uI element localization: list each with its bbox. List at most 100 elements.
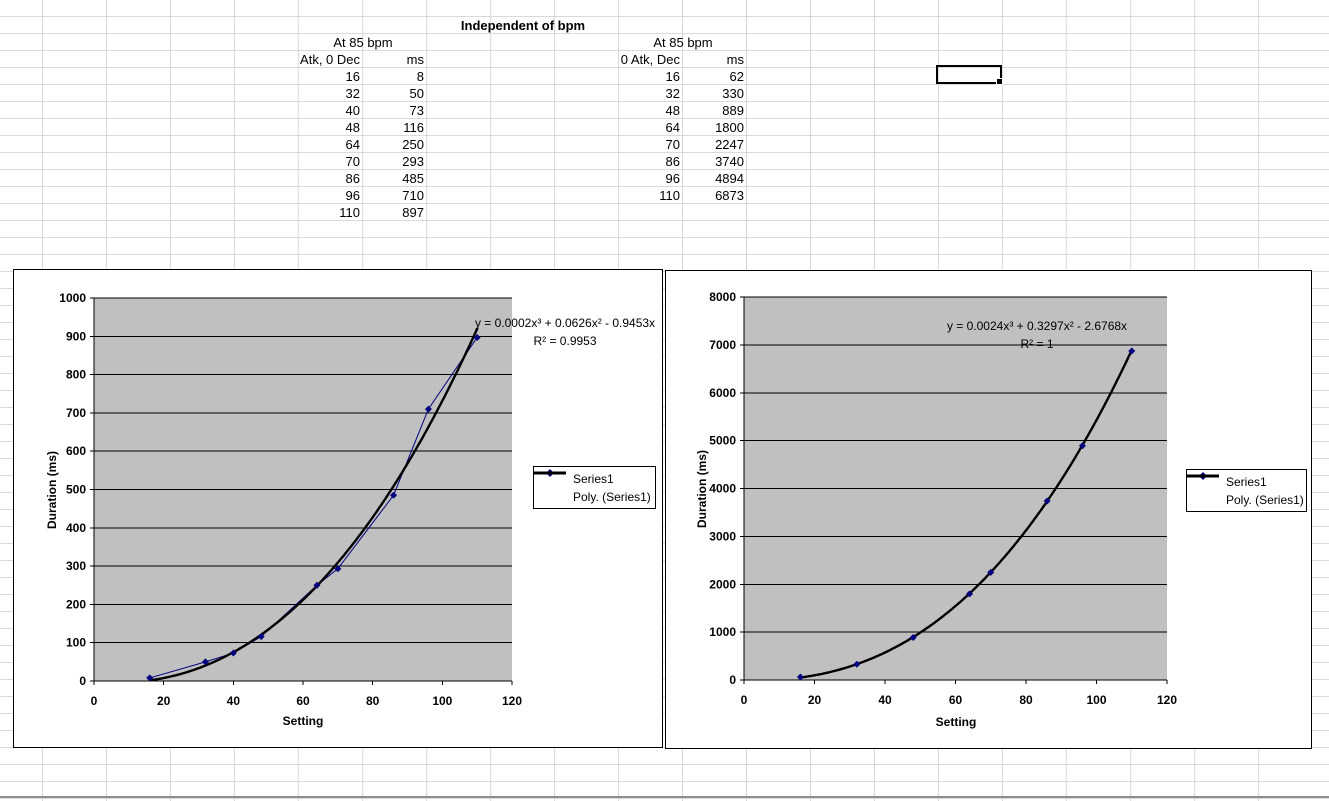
table-cell: 48 [665, 103, 680, 118]
table-cell: 889 [722, 103, 744, 118]
y-tick-label: 200 [66, 597, 86, 611]
chart-legend[interactable]: Series1 Poly. (Series1) [533, 466, 656, 509]
legend-poly-label: Poly. (Series1) [1226, 493, 1304, 507]
used-range-boundary-line [0, 796, 1329, 798]
legend-poly-label: Poly. (Series1) [573, 490, 651, 504]
table-cell: 86 [345, 171, 360, 186]
table-cell: 16 [665, 69, 680, 84]
table-cell: 73 [409, 103, 424, 118]
chart-plot: 0 1000 2000 3000 4000 5000 6000 7000 8000 0 20 40 60… [709, 290, 1177, 707]
table-cell: 64 [345, 137, 360, 152]
equation-line: y = 0.0002x³ + 0.0626x² - 0.9453x [474, 316, 656, 330]
table-cell: 62 [729, 69, 744, 84]
data-point-marker [909, 633, 917, 641]
x-tick-label: 80 [366, 694, 380, 708]
table-cell: 32 [665, 86, 680, 101]
equation-line: y = 0.0024x³ + 0.3297x² - 2.6768x [946, 319, 1128, 333]
trendline [148, 327, 479, 682]
data-point-marker [473, 333, 481, 341]
data-point-marker [796, 673, 804, 681]
legend-item-poly: Poly. (Series1) [534, 471, 651, 506]
x-tick-label: 60 [949, 693, 963, 707]
table1-subtitle: At 85 bpm [333, 35, 393, 50]
data-point-marker [1043, 497, 1051, 505]
table-cell: 32 [345, 86, 360, 101]
chart-decay[interactable]: 0 1000 2000 3000 4000 5000 6000 7000 8000 0 20 40 60… [665, 270, 1312, 749]
table1-col1-header: Atk, 0 Dec [300, 52, 360, 67]
table-cell: 70 [345, 154, 360, 169]
poly-line-icon [1187, 474, 1223, 506]
table2-subtitle: At 85 bpm [653, 35, 713, 50]
y-tick-label: 3000 [709, 529, 736, 543]
table-cell: 293 [402, 154, 424, 169]
y-tick-label: 100 [66, 636, 86, 650]
table-cell: 897 [402, 205, 424, 220]
data-point-marker [390, 491, 398, 499]
data-point-marker [313, 581, 321, 589]
chart-attack[interactable]: 0 100 200 300 400 500 600 700 800 900 1000 0 20 40 60 8… [13, 269, 663, 748]
y-tick-label: 0 [729, 673, 736, 687]
legend-item-series1: Series1 [1191, 472, 1302, 491]
table-cell: 116 [403, 120, 424, 135]
table-cell: 86 [665, 154, 680, 169]
x-axis-title: Setting [935, 715, 977, 729]
x-tick-label: 80 [1019, 693, 1033, 707]
table-cell: 40 [345, 103, 360, 118]
data-point-marker [424, 405, 432, 413]
data-point-marker [229, 649, 237, 657]
poly-line-icon [534, 471, 570, 503]
trendline-equation[interactable]: y = 0.0002x³ + 0.0626x² - 0.9453x R² = 0… [425, 314, 705, 350]
legend-item-poly: Poly. (Series1) [1187, 474, 1304, 509]
table-cell: 1800 [715, 120, 744, 135]
y-tick-label: 300 [66, 559, 86, 573]
legend-series1-label: Series1 [1226, 475, 1267, 489]
table-cell: 96 [345, 188, 360, 203]
table-cell: 250 [402, 137, 424, 152]
data-point-marker [146, 674, 154, 682]
data-point-marker [1078, 442, 1086, 450]
data-point-marker [987, 568, 995, 576]
table-cell: 330 [722, 86, 744, 101]
x-tick-label: 0 [91, 694, 98, 708]
data-point-marker [257, 633, 265, 641]
x-tick-label: 120 [502, 694, 522, 708]
table-cell: 110 [339, 205, 360, 220]
y-tick-label: 4000 [709, 482, 736, 496]
y-tick-label: 7000 [709, 338, 736, 352]
table-cell: 2247 [715, 137, 744, 152]
table-cell: 64 [665, 120, 680, 135]
data-point-marker [1128, 347, 1136, 355]
data-point-marker [334, 565, 342, 573]
table-cell: 16 [345, 69, 360, 84]
x-tick-label: 60 [296, 694, 310, 708]
chart-legend[interactable]: Series1 Poly. (Series1) [1186, 469, 1307, 512]
y-tick-label: 900 [66, 329, 86, 343]
selected-cell[interactable] [936, 65, 1003, 85]
table-cell: 70 [665, 137, 680, 152]
trendline-equation[interactable]: y = 0.0024x³ + 0.3297x² - 2.6768x R² = 1 [897, 317, 1177, 353]
table2-col1-header: 0 Atk, Dec [620, 52, 680, 67]
x-tick-label: 40 [878, 693, 892, 707]
x-tick-label: 0 [741, 693, 748, 707]
table-cell: 96 [665, 171, 680, 186]
table-cell: 48 [345, 120, 360, 135]
y-tick-label: 400 [66, 521, 86, 535]
y-tick-label: 6000 [709, 386, 736, 400]
table1-col2-header: ms [406, 52, 424, 67]
table-cell: 4894 [715, 171, 744, 186]
fill-handle[interactable] [996, 78, 1003, 85]
y-axis-title: Duration (ms) [695, 450, 709, 528]
y-tick-label: 700 [66, 406, 86, 420]
table-cell: 3740 [715, 154, 744, 169]
y-tick-label: 2000 [709, 577, 736, 591]
r-squared-line: R² = 0.9953 [533, 334, 597, 348]
legend-series1-label: Series1 [573, 472, 614, 486]
y-tick-label: 1000 [59, 291, 86, 305]
data-point-marker [201, 658, 209, 666]
table-cell: 50 [409, 86, 424, 101]
data-point-marker [853, 660, 861, 668]
table-cell: 485 [402, 171, 424, 186]
table2-col2-header: ms [726, 52, 744, 67]
table-cell: 8 [416, 69, 424, 84]
y-tick-label: 600 [66, 444, 86, 458]
